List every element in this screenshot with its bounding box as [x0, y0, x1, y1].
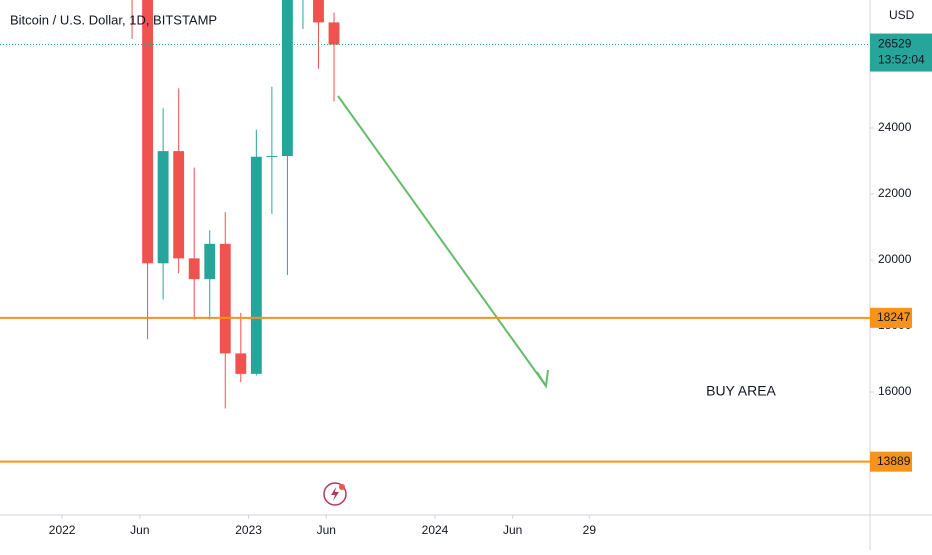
x-tick-label: 29 — [583, 523, 597, 537]
candle-body — [204, 243, 216, 280]
alert-icon — [323, 482, 347, 506]
currency-label: USD — [889, 8, 915, 22]
candle-body — [313, 0, 324, 23]
x-tick-label: Jun — [317, 523, 336, 537]
x-tick-label: 2024 — [422, 523, 449, 537]
candle-body — [188, 258, 200, 280]
countdown-label: 13:52:04 — [878, 53, 925, 67]
current-price-label: 26529 — [878, 37, 912, 51]
chart-title: Bitcoin / U.S. Dollar, 1D, BITSTAMP — [10, 12, 217, 27]
y-tick-label: 22000 — [878, 186, 912, 200]
x-tick-label: 2023 — [235, 523, 262, 537]
x-tick-label: Jun — [130, 523, 149, 537]
level-box — [870, 307, 912, 328]
y-tick-label: 20000 — [878, 252, 912, 266]
current-price-box — [870, 33, 932, 72]
candle-body — [142, 0, 154, 264]
candle-body — [235, 353, 247, 374]
candle-body — [173, 151, 185, 259]
level-label: 18247 — [877, 310, 911, 324]
x-tick-label: 2022 — [49, 523, 76, 537]
candle-body — [281, 0, 293, 157]
candle-body — [219, 243, 231, 354]
overlay: 16000180002000022000240002022Jun2023Jun2… — [0, 33, 932, 537]
level-box — [870, 451, 912, 472]
candles — [131, 0, 340, 409]
x-tick-label: Jun — [503, 523, 522, 537]
candle-body — [157, 151, 169, 264]
candle-body — [250, 156, 262, 374]
y-tick-label: 24000 — [878, 120, 912, 134]
y-tick-label: 16000 — [878, 384, 912, 398]
candle-body — [328, 22, 340, 45]
arrow — [337, 95, 549, 389]
annotation: BUY AREA — [706, 383, 776, 399]
candle-body — [266, 156, 278, 158]
level-label: 13889 — [877, 454, 911, 468]
